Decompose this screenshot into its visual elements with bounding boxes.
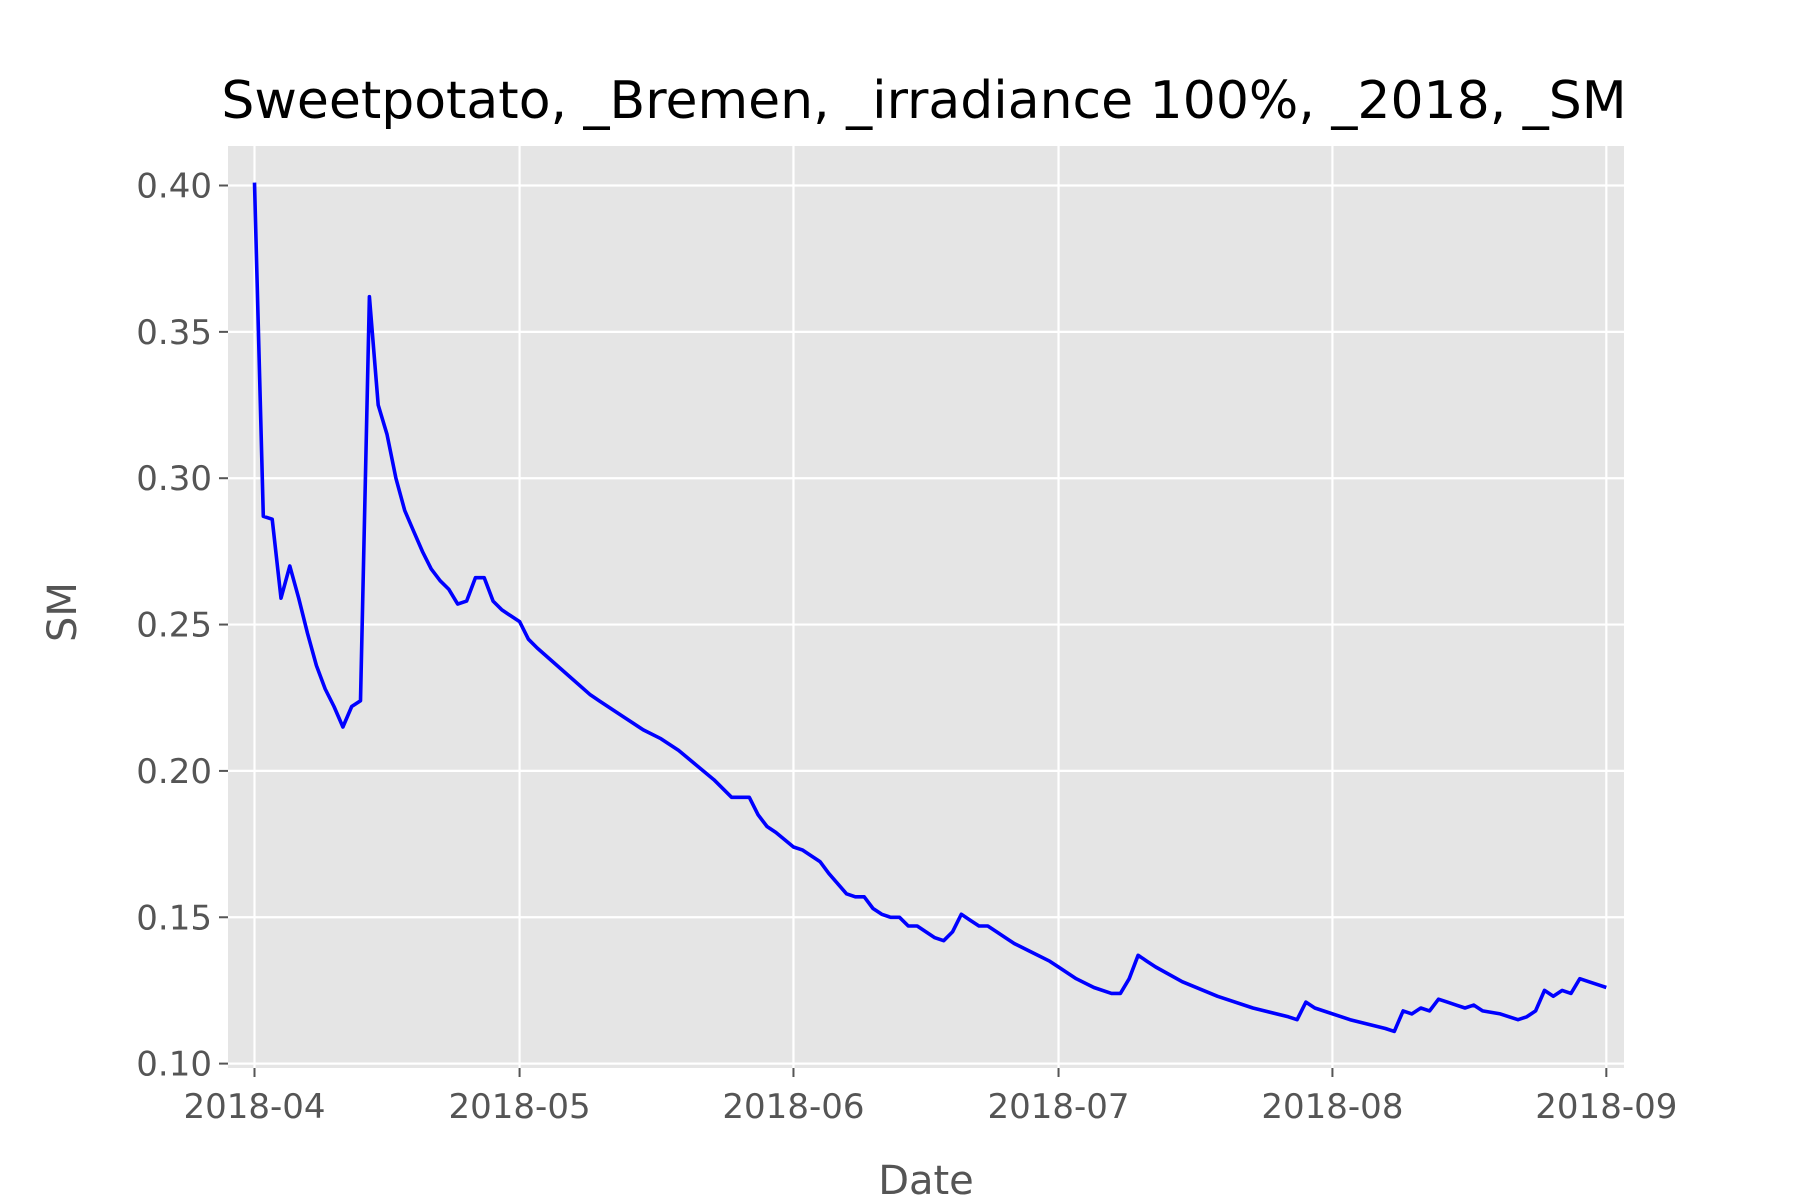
y-tick-label: 0.35 [136, 313, 212, 353]
y-tick-label: 0.20 [136, 752, 212, 792]
y-tick-label: 0.40 [136, 167, 212, 207]
grid-lines [228, 146, 1624, 1068]
y-tick-label: 0.10 [136, 1045, 212, 1085]
y-tick-label: 0.15 [136, 898, 212, 938]
y-tick-label: 0.25 [136, 606, 212, 646]
x-tick-label: 2018-07 [988, 1087, 1130, 1127]
x-axis: 2018-04 2018-05 2018-06 2018-07 2018-08 2018-… [183, 1068, 1677, 1127]
series-layer [252, 182, 1607, 1034]
x-tick-label: 2018-08 [1261, 1087, 1403, 1127]
x-tick-label: 2018-04 [183, 1087, 325, 1127]
x-axis-label: Date [878, 1158, 974, 1200]
y-axis: 0.10 0.15 0.20 0.25 0.30 0.35 0.40 [136, 167, 228, 1085]
x-tick-label: 2018-06 [722, 1087, 864, 1127]
chart-title: Sweetpotato, _Bremen, _irradiance 100%, … [221, 71, 1626, 131]
y-tick-label: 0.30 [136, 459, 212, 499]
y-axis-label: SM [40, 582, 86, 642]
x-tick-label: 2018-05 [449, 1087, 591, 1127]
sm-series-line [252, 182, 1607, 1034]
plot-area [228, 146, 1624, 1068]
x-tick-label: 2018-09 [1535, 1087, 1677, 1127]
